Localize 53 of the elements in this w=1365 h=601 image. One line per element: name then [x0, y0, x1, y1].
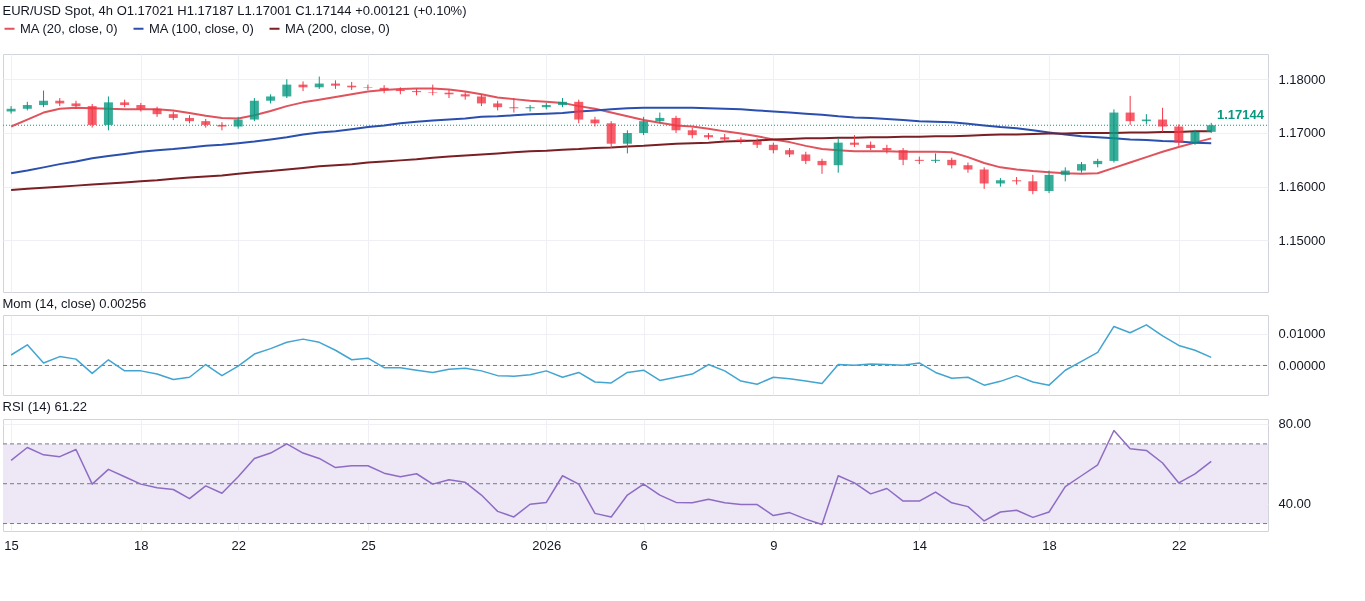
x-tick-label: 22 [231, 537, 246, 553]
candlestick [817, 158, 827, 175]
x-tick-label: 18 [1042, 537, 1057, 553]
candlestick [379, 84, 389, 94]
y-tick-label: 80.00 [1278, 416, 1312, 432]
x-tick-label: 14 [912, 537, 928, 553]
candlestick [1158, 107, 1168, 133]
legend-label: MA (20, close, 0) [20, 20, 118, 36]
y-tick-label: 1.16000 [1278, 179, 1326, 195]
x-tick-label: 2026 [532, 537, 562, 553]
candlestick [363, 84, 373, 91]
x-tick-label: 6 [640, 537, 648, 553]
candlestick [509, 97, 519, 114]
candlestick [152, 106, 162, 118]
candlestick [931, 152, 941, 164]
candlestick [752, 137, 762, 149]
candlestick [736, 136, 746, 145]
x-tick-label: 15 [4, 537, 19, 553]
candlestick [606, 120, 616, 149]
candlestick [249, 97, 259, 122]
x-tick-label: 22 [1172, 537, 1187, 553]
candlestick [979, 166, 989, 190]
candlestick [71, 100, 81, 110]
x-tick-label: 9 [770, 537, 778, 553]
x-tick-label: 25 [361, 537, 376, 553]
y-tick-label: 1.18000 [1278, 71, 1326, 87]
candlestick [833, 137, 843, 174]
candlestick [963, 162, 973, 174]
candlestick [882, 144, 892, 154]
y-tick-label: 0.00000 [1278, 357, 1326, 373]
y-tick-label: 40.00 [1278, 496, 1312, 512]
y-tick-label: 1.17000 [1278, 125, 1326, 141]
candlestick [217, 121, 227, 131]
candlestick [1044, 170, 1054, 194]
line-series [10, 429, 1212, 526]
line-series [10, 324, 1212, 386]
legend-label: MA (100, close, 0) [149, 20, 254, 36]
candlestick [1028, 174, 1038, 195]
chart-title: Mom (14, close) 0.00256 [2, 296, 147, 311]
y-tick-label: 0.01000 [1278, 326, 1326, 342]
candlestick [1174, 123, 1184, 147]
candlestick [574, 99, 584, 124]
candlestick [622, 129, 632, 154]
candlestick [87, 103, 97, 129]
chart-title: EUR/USD Spot, 4h O1.17021 H1.17187 L1.17001 C1.17144 +0.00121 (+0.10%) [2, 3, 467, 18]
candlestick [282, 78, 292, 99]
legend-label: MA (200, close, 0) [285, 20, 390, 36]
chart-title: RSI (14) 61.22 [2, 398, 88, 414]
candlestick [525, 104, 535, 112]
candlestick [1125, 95, 1135, 126]
y-tick-label: 1.15000 [1278, 232, 1326, 248]
x-tick-label: 18 [134, 537, 149, 553]
ref-line-label: 1.17144 [1217, 107, 1265, 123]
